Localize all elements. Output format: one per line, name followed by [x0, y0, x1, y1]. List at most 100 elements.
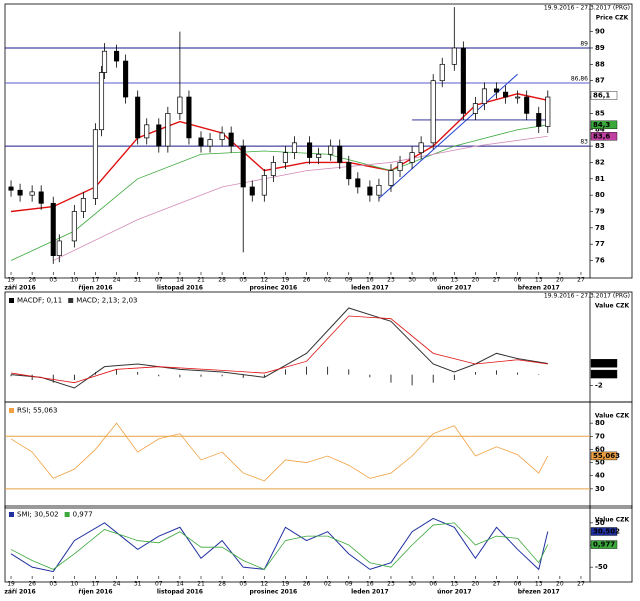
last-value-box	[590, 359, 618, 368]
x-tick-label: 13	[450, 277, 458, 284]
y-tick-label: 82	[595, 158, 605, 166]
x-tick-label: 09	[345, 277, 353, 284]
x-tick-label: 06	[514, 581, 522, 588]
candle-body	[56, 240, 62, 256]
candle-body	[376, 184, 382, 196]
candle-body	[38, 191, 44, 204]
candle-body	[536, 113, 542, 127]
month-label: leden 2017	[351, 589, 389, 596]
x-tick-label: 05	[239, 581, 247, 588]
y-tick-label: 50	[595, 519, 605, 527]
y-tick-label: 70	[595, 432, 605, 440]
last-value-box	[590, 120, 618, 130]
x-tick-label: 16	[366, 277, 374, 284]
x-tick-label: 14	[176, 277, 184, 284]
y-tick-label: 90	[595, 28, 605, 36]
x-tick-label: 05	[239, 277, 247, 284]
y-axis-label: Price CZK	[596, 15, 629, 22]
x-tick-label: 19	[7, 277, 15, 284]
month-label: prosinec 2016	[250, 589, 298, 596]
x-tick-label: 30	[408, 277, 416, 284]
x-tick-label: 20	[472, 277, 480, 284]
y-tick-label: 78	[595, 224, 605, 232]
y-tick-label: 84	[595, 126, 605, 134]
month-label: listopad 2016	[157, 589, 203, 596]
chart-title: 19.9.2016 - 27.3.2017 (PRG)	[544, 5, 630, 12]
x-tick-label: 13	[535, 277, 543, 284]
y-tick-label: 85	[595, 109, 605, 117]
candle-body	[8, 186, 14, 191]
candle-body	[472, 103, 478, 114]
candle-body	[282, 152, 288, 163]
last-value-label: 86,1	[593, 91, 610, 99]
x-tick-label: 12	[261, 277, 269, 284]
candle-body	[346, 162, 352, 180]
x-tick-label: 26	[303, 277, 311, 284]
x-tick-label: 24	[113, 581, 121, 588]
candle-body	[249, 186, 255, 196]
x-tick-label: 16	[366, 581, 374, 588]
x-tick-label: 30	[408, 581, 416, 588]
x-tick-label: 26	[28, 581, 36, 588]
x-tick-label: 17	[92, 581, 100, 588]
x-tick-label: 23	[387, 581, 395, 588]
candle-body	[515, 96, 521, 99]
x-tick-label: 02	[324, 581, 332, 588]
candle-body	[156, 124, 162, 147]
x-tick-label: 28	[218, 277, 226, 284]
candle-body	[388, 170, 394, 186]
x-tick-label: 26	[28, 277, 36, 284]
last-value-label: 83,6	[593, 132, 610, 140]
panel-frame	[4, 401, 633, 509]
candle-body	[198, 137, 204, 147]
candle-body	[397, 162, 403, 171]
x-tick-label: 20	[556, 581, 564, 588]
x-tick-label: 20	[472, 581, 480, 588]
last-value-box	[590, 132, 618, 141]
y-axis-label: Value CZK	[595, 303, 630, 310]
month-label: září 2016	[4, 589, 35, 596]
candle-body	[524, 96, 530, 114]
candle-body	[92, 129, 99, 199]
x-tick-label: 03	[49, 581, 57, 588]
legend-entry: SMI; 30,502	[17, 511, 59, 519]
series-line	[53, 135, 548, 261]
series-line	[10, 522, 549, 570]
y-tick-label: -50	[595, 563, 608, 571]
month-label: září 2016	[4, 285, 35, 292]
x-tick-label: 07	[155, 581, 163, 588]
candle-body	[29, 191, 35, 196]
candle-body	[71, 211, 77, 242]
x-tick-label: 19	[7, 581, 15, 588]
level-label: 89	[580, 40, 588, 47]
x-tick-label: 06	[429, 581, 437, 588]
y-tick-label: 80	[595, 419, 605, 427]
candle-body	[291, 142, 298, 153]
candle-body	[409, 152, 415, 163]
last-value-label: 0,11	[593, 370, 610, 378]
last-value-label: 55,063	[593, 452, 620, 460]
panel-frame	[4, 3, 633, 279]
candle-body	[545, 96, 551, 127]
y-tick-label: 30	[595, 485, 605, 493]
month-label: březen 2017	[518, 285, 560, 292]
x-tick-label: 07	[155, 277, 163, 284]
series-line	[10, 517, 549, 573]
y-tick-label: 79	[595, 207, 605, 215]
x-tick-label: 20	[556, 277, 564, 284]
x-tick-label: 10	[71, 277, 79, 284]
legend-entry: MACD; 2,13; 2,03	[76, 297, 137, 305]
x-tick-label: 13	[535, 581, 543, 588]
x-tick-label: 21	[197, 277, 205, 284]
candle-body	[307, 142, 313, 158]
y-tick-label: 89	[595, 44, 605, 52]
y-axis-label: Value CZK	[595, 413, 630, 420]
candle-body	[114, 50, 120, 62]
legend-entry: MACDF; 0,11	[17, 297, 62, 305]
legend-entry: RSI; 55,063	[17, 407, 57, 415]
month-label: listopad 2016	[157, 285, 203, 292]
last-value-box	[590, 527, 618, 536]
x-tick-label: 19	[282, 581, 290, 588]
month-label: říjen 2016	[78, 589, 112, 596]
series-line	[10, 93, 548, 213]
